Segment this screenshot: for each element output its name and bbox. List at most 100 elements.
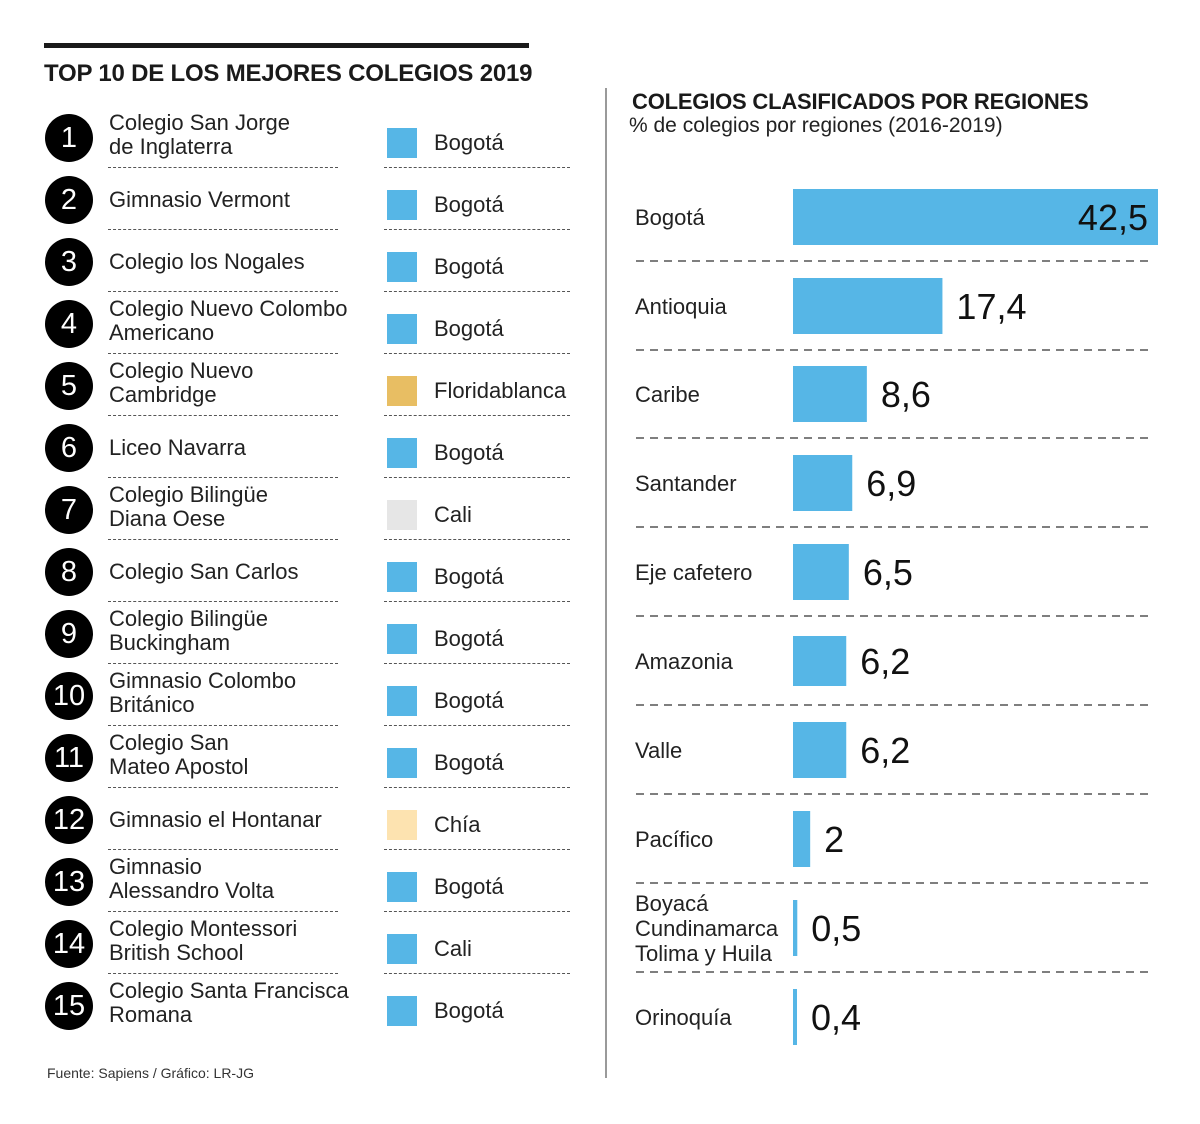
- bar: [793, 900, 798, 956]
- row-divider: [108, 167, 338, 168]
- city-color-swatch: [387, 128, 417, 158]
- school-name: Colegio San Carlos: [109, 559, 299, 584]
- data-label: 0,4: [811, 997, 861, 1038]
- bar: [793, 811, 811, 867]
- row-divider: [384, 787, 570, 788]
- rank-number: 13: [45, 858, 93, 906]
- city-name: Bogotá: [434, 254, 504, 279]
- rank-number: 7: [45, 486, 93, 534]
- top-rule: [44, 43, 529, 48]
- city-color-swatch: [387, 686, 417, 716]
- row-divider: [108, 911, 338, 912]
- row-divider: [384, 229, 570, 230]
- school-name: Colegio San Jorge de Inglaterra: [109, 110, 291, 159]
- row-divider: [108, 477, 338, 478]
- row-divider: [108, 663, 338, 664]
- row-divider: [384, 663, 570, 664]
- city-name: Bogotá: [434, 688, 504, 713]
- category-label: Caribe: [635, 382, 700, 407]
- bar: [793, 722, 847, 778]
- school-name: Gimnasio Vermont: [109, 187, 290, 212]
- row-divider: [384, 725, 570, 726]
- row-divider: [108, 725, 338, 726]
- city-color-swatch: [387, 562, 417, 592]
- bar: [793, 544, 849, 600]
- row-divider: [384, 477, 570, 478]
- row-divider: [384, 291, 570, 292]
- city-name: Bogotá: [434, 130, 504, 155]
- source-note: Fuente: Sapiens / Gráfico: LR-JG: [47, 1065, 254, 1081]
- row-divider: [108, 229, 338, 230]
- data-label: 8,6: [881, 374, 931, 415]
- city-color-swatch: [387, 624, 417, 654]
- row-divider: [384, 415, 570, 416]
- city-color-swatch: [387, 252, 417, 282]
- school-name: Colegio Bilingüe Buckingham: [109, 606, 268, 655]
- row-divider: [108, 353, 338, 354]
- category-label: Antioquia: [635, 294, 728, 319]
- data-label: 0,5: [811, 908, 861, 949]
- city-name: Cali: [434, 936, 472, 961]
- school-name: Colegio Nuevo Colombo Americano: [109, 296, 348, 345]
- school-name: Colegio Nuevo Cambridge: [109, 358, 254, 407]
- rank-number: 14: [45, 920, 93, 968]
- city-name: Chía: [434, 812, 481, 837]
- school-name: Gimnasio el Hontanar: [109, 807, 322, 832]
- data-label: 6,5: [863, 552, 913, 593]
- city-name: Bogotá: [434, 564, 504, 589]
- city-color-swatch: [387, 376, 417, 406]
- city-name: Cali: [434, 502, 472, 527]
- category-label: Pacífico: [635, 827, 713, 852]
- category-label: Valle: [635, 738, 682, 763]
- row-divider: [384, 539, 570, 540]
- city-name: Bogotá: [434, 750, 504, 775]
- row-divider: [384, 849, 570, 850]
- school-name: Liceo Navarra: [109, 435, 246, 460]
- bar: [793, 189, 1158, 245]
- rank-number: 9: [45, 610, 93, 658]
- city-color-swatch: [387, 314, 417, 344]
- row-divider: [384, 167, 570, 168]
- chart-title: COLEGIOS CLASIFICADOS POR REGIONES: [632, 89, 1089, 114]
- category-label: Bogotá: [635, 205, 705, 230]
- category-label: Santander: [635, 471, 737, 496]
- row-divider: [108, 601, 338, 602]
- data-label: 2: [824, 819, 844, 860]
- school-name: Colegio Santa Francisca Romana: [109, 978, 349, 1027]
- city-color-swatch: [387, 438, 417, 468]
- rank-number: 8: [45, 548, 93, 596]
- city-name: Bogotá: [434, 626, 504, 651]
- city-color-swatch: [387, 190, 417, 220]
- rank-number: 11: [45, 734, 93, 782]
- rank-number: 10: [45, 672, 93, 720]
- row-divider: [384, 601, 570, 602]
- rank-number: 2: [45, 176, 93, 224]
- rank-number: 15: [45, 982, 93, 1030]
- city-color-swatch: [387, 500, 417, 530]
- rank-number: 3: [45, 238, 93, 286]
- row-divider: [108, 849, 338, 850]
- city-name: Bogotá: [434, 998, 504, 1023]
- row-divider: [108, 787, 338, 788]
- rank-number: 12: [45, 796, 93, 844]
- bar: [793, 636, 847, 686]
- city-color-swatch: [387, 934, 417, 964]
- city-color-swatch: [387, 748, 417, 778]
- city-name: Bogotá: [434, 316, 504, 341]
- category-label: Boyacá Cundinamarca Tolima y Huila: [635, 891, 779, 966]
- panel-divider: [605, 88, 607, 1078]
- data-label: 42,5: [1078, 197, 1148, 238]
- city-name: Bogotá: [434, 192, 504, 217]
- row-divider: [108, 415, 338, 416]
- school-name: Colegio Montessori British School: [109, 916, 298, 965]
- row-divider: [108, 539, 338, 540]
- category-label: Amazonia: [635, 649, 734, 674]
- school-name: Gimnasio Colombo Británico: [109, 668, 297, 717]
- category-label: Orinoquía: [635, 1005, 732, 1030]
- data-label: 6,9: [866, 463, 916, 504]
- row-divider: [108, 291, 338, 292]
- row-divider: [384, 911, 570, 912]
- bar: [793, 366, 867, 422]
- bar: [793, 455, 853, 511]
